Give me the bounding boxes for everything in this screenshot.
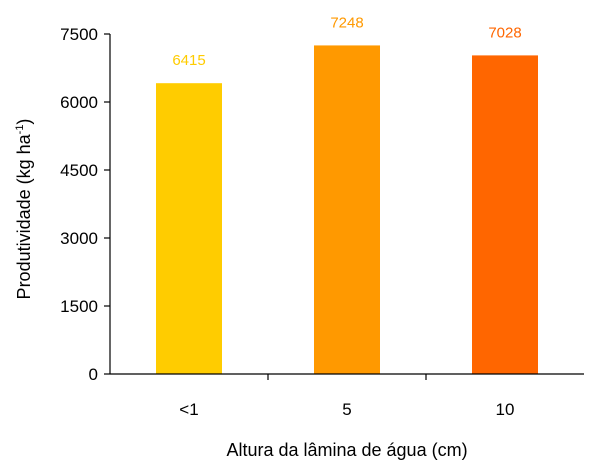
- y-tick-label: 0: [89, 365, 98, 384]
- bar: [314, 45, 380, 374]
- y-axis-ticks: 0 1500 3000 4500 6000 7500: [60, 25, 110, 384]
- x-axis-title: Altura da lâmina de água (cm): [226, 440, 467, 460]
- x-tick-label: 5: [342, 400, 351, 419]
- bar-value-label: 7248: [330, 14, 363, 31]
- bar-value-label: 7028: [488, 24, 521, 41]
- y-axis-title-close: ): [14, 119, 34, 125]
- y-tick-label: 4500: [60, 161, 98, 180]
- bar-value-label: 6415: [172, 52, 205, 69]
- y-tick-label: 3000: [60, 229, 98, 248]
- y-axis-title-main: Produtividade (kg ha: [14, 133, 34, 299]
- x-axis-ticks: <1 5 10: [179, 374, 514, 419]
- x-tick-label: 10: [496, 400, 515, 419]
- y-tick-label: 1500: [60, 297, 98, 316]
- x-tick-label: <1: [179, 400, 198, 419]
- y-axis-title-superscript: -1: [14, 125, 26, 135]
- y-tick-label: 6000: [60, 93, 98, 112]
- y-tick-label: 7500: [60, 25, 98, 44]
- bar: [472, 55, 538, 374]
- bar-series: 6415 7248 7028: [156, 14, 538, 374]
- bar: [156, 83, 222, 374]
- y-axis-title: Produtividade (kg ha-1): [14, 119, 34, 300]
